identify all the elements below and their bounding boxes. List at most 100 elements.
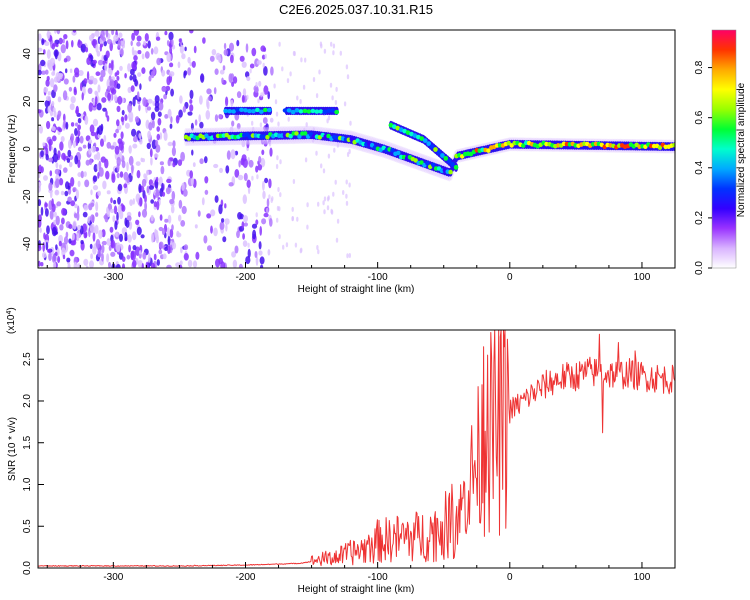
noise-speck	[84, 179, 90, 188]
spectrogram-y-ticks: -40 -20 0 20 40	[22, 29, 44, 269]
upper-band-peak	[294, 108, 300, 113]
noise-speck	[38, 69, 42, 76]
noise-speck	[277, 187, 280, 192]
noise-speck	[49, 57, 56, 67]
noise-speck	[197, 210, 201, 217]
noise-speck	[107, 92, 111, 101]
noise-speck	[103, 214, 108, 220]
noise-speck	[119, 65, 123, 71]
noise-speck	[154, 228, 157, 236]
noise-speck	[89, 124, 95, 134]
noise-speck	[258, 156, 262, 164]
noise-speck	[95, 238, 101, 249]
noise-speck	[67, 149, 72, 158]
noise-speck	[316, 245, 319, 250]
noise-speck	[129, 75, 133, 81]
noise-speck	[96, 102, 102, 111]
noise-speck	[56, 201, 62, 207]
main-band-peak	[265, 134, 270, 140]
noise-speck	[86, 71, 90, 81]
noise-speck	[192, 162, 196, 168]
noise-speck	[116, 83, 121, 90]
noise-speck	[153, 46, 159, 55]
noise-speck	[137, 72, 142, 77]
noise-speck	[129, 199, 134, 207]
noise-speck	[238, 263, 243, 268]
noise-speck	[77, 146, 83, 152]
noise-speck	[136, 226, 142, 236]
noise-speck	[113, 199, 117, 205]
noise-speck	[323, 196, 327, 202]
noise-speck	[77, 224, 81, 231]
noise-speck	[116, 105, 121, 113]
noise-speck	[169, 198, 175, 205]
noise-speck	[63, 154, 66, 162]
noise-speck	[92, 118, 99, 127]
noise-speck	[262, 117, 268, 124]
noise-speck	[77, 124, 81, 131]
noise-speck	[137, 260, 143, 268]
noise-speck	[68, 139, 72, 149]
noise-speck	[292, 179, 296, 184]
noise-speck	[48, 252, 52, 261]
noise-speck	[194, 119, 198, 126]
noise-speck	[345, 64, 349, 70]
noise-speck	[128, 221, 133, 230]
noise-speck	[304, 57, 307, 63]
noise-speck	[39, 227, 42, 233]
noise-speck	[88, 148, 92, 155]
noise-speck	[63, 236, 69, 245]
colorbar: 0.0 0.2 0.4 0.6 0.8 Normalized spectral ampl…	[694, 29, 747, 275]
descending-band-peak	[440, 153, 445, 158]
noise-speck	[166, 264, 172, 268]
noise-speck	[320, 163, 323, 169]
noise-speck	[269, 218, 273, 227]
noise-speck	[249, 63, 255, 69]
noise-speck	[232, 259, 238, 268]
noise-speck	[243, 222, 248, 227]
noise-speck	[161, 228, 166, 236]
noise-speck	[72, 75, 76, 83]
noise-speck	[124, 73, 127, 79]
descending-band-peak	[395, 125, 401, 131]
noise-speck	[60, 136, 65, 143]
noise-speck	[132, 245, 137, 251]
noise-speck	[158, 226, 164, 232]
noise-speck	[336, 142, 340, 148]
main-band-peak	[419, 160, 424, 165]
noise-speck	[138, 133, 142, 139]
noise-speck	[55, 189, 59, 195]
noise-speck	[255, 212, 258, 218]
noise-speck	[98, 229, 103, 239]
noise-speck	[83, 204, 89, 211]
noise-speck	[38, 47, 43, 52]
noise-speck	[144, 51, 150, 59]
noise-speck	[242, 233, 246, 240]
noise-speck	[257, 164, 263, 171]
noise-speck	[65, 121, 69, 130]
noise-speck	[92, 232, 96, 242]
noise-speck	[275, 164, 279, 169]
noise-speck	[202, 37, 206, 44]
noise-speck	[67, 264, 71, 268]
noise-speck	[90, 202, 95, 207]
spectrogram-ylabel: Frequency (Hz)	[7, 115, 18, 184]
noise-speck	[124, 114, 128, 121]
noise-speck	[86, 57, 91, 66]
noise-speck	[92, 185, 99, 191]
noise-speck	[317, 201, 320, 207]
noise-speck	[59, 164, 62, 170]
noise-speck	[326, 205, 330, 211]
noise-speck	[117, 39, 121, 49]
noise-speck	[63, 167, 68, 173]
noise-speck	[279, 159, 282, 165]
noise-speck	[63, 58, 68, 63]
noise-speck	[234, 169, 240, 178]
noise-speck	[345, 179, 348, 185]
noise-speck	[80, 82, 83, 92]
noise-speck	[92, 246, 97, 255]
noise-speck	[132, 198, 135, 205]
noise-speck	[120, 48, 124, 57]
noise-speck	[78, 70, 84, 76]
